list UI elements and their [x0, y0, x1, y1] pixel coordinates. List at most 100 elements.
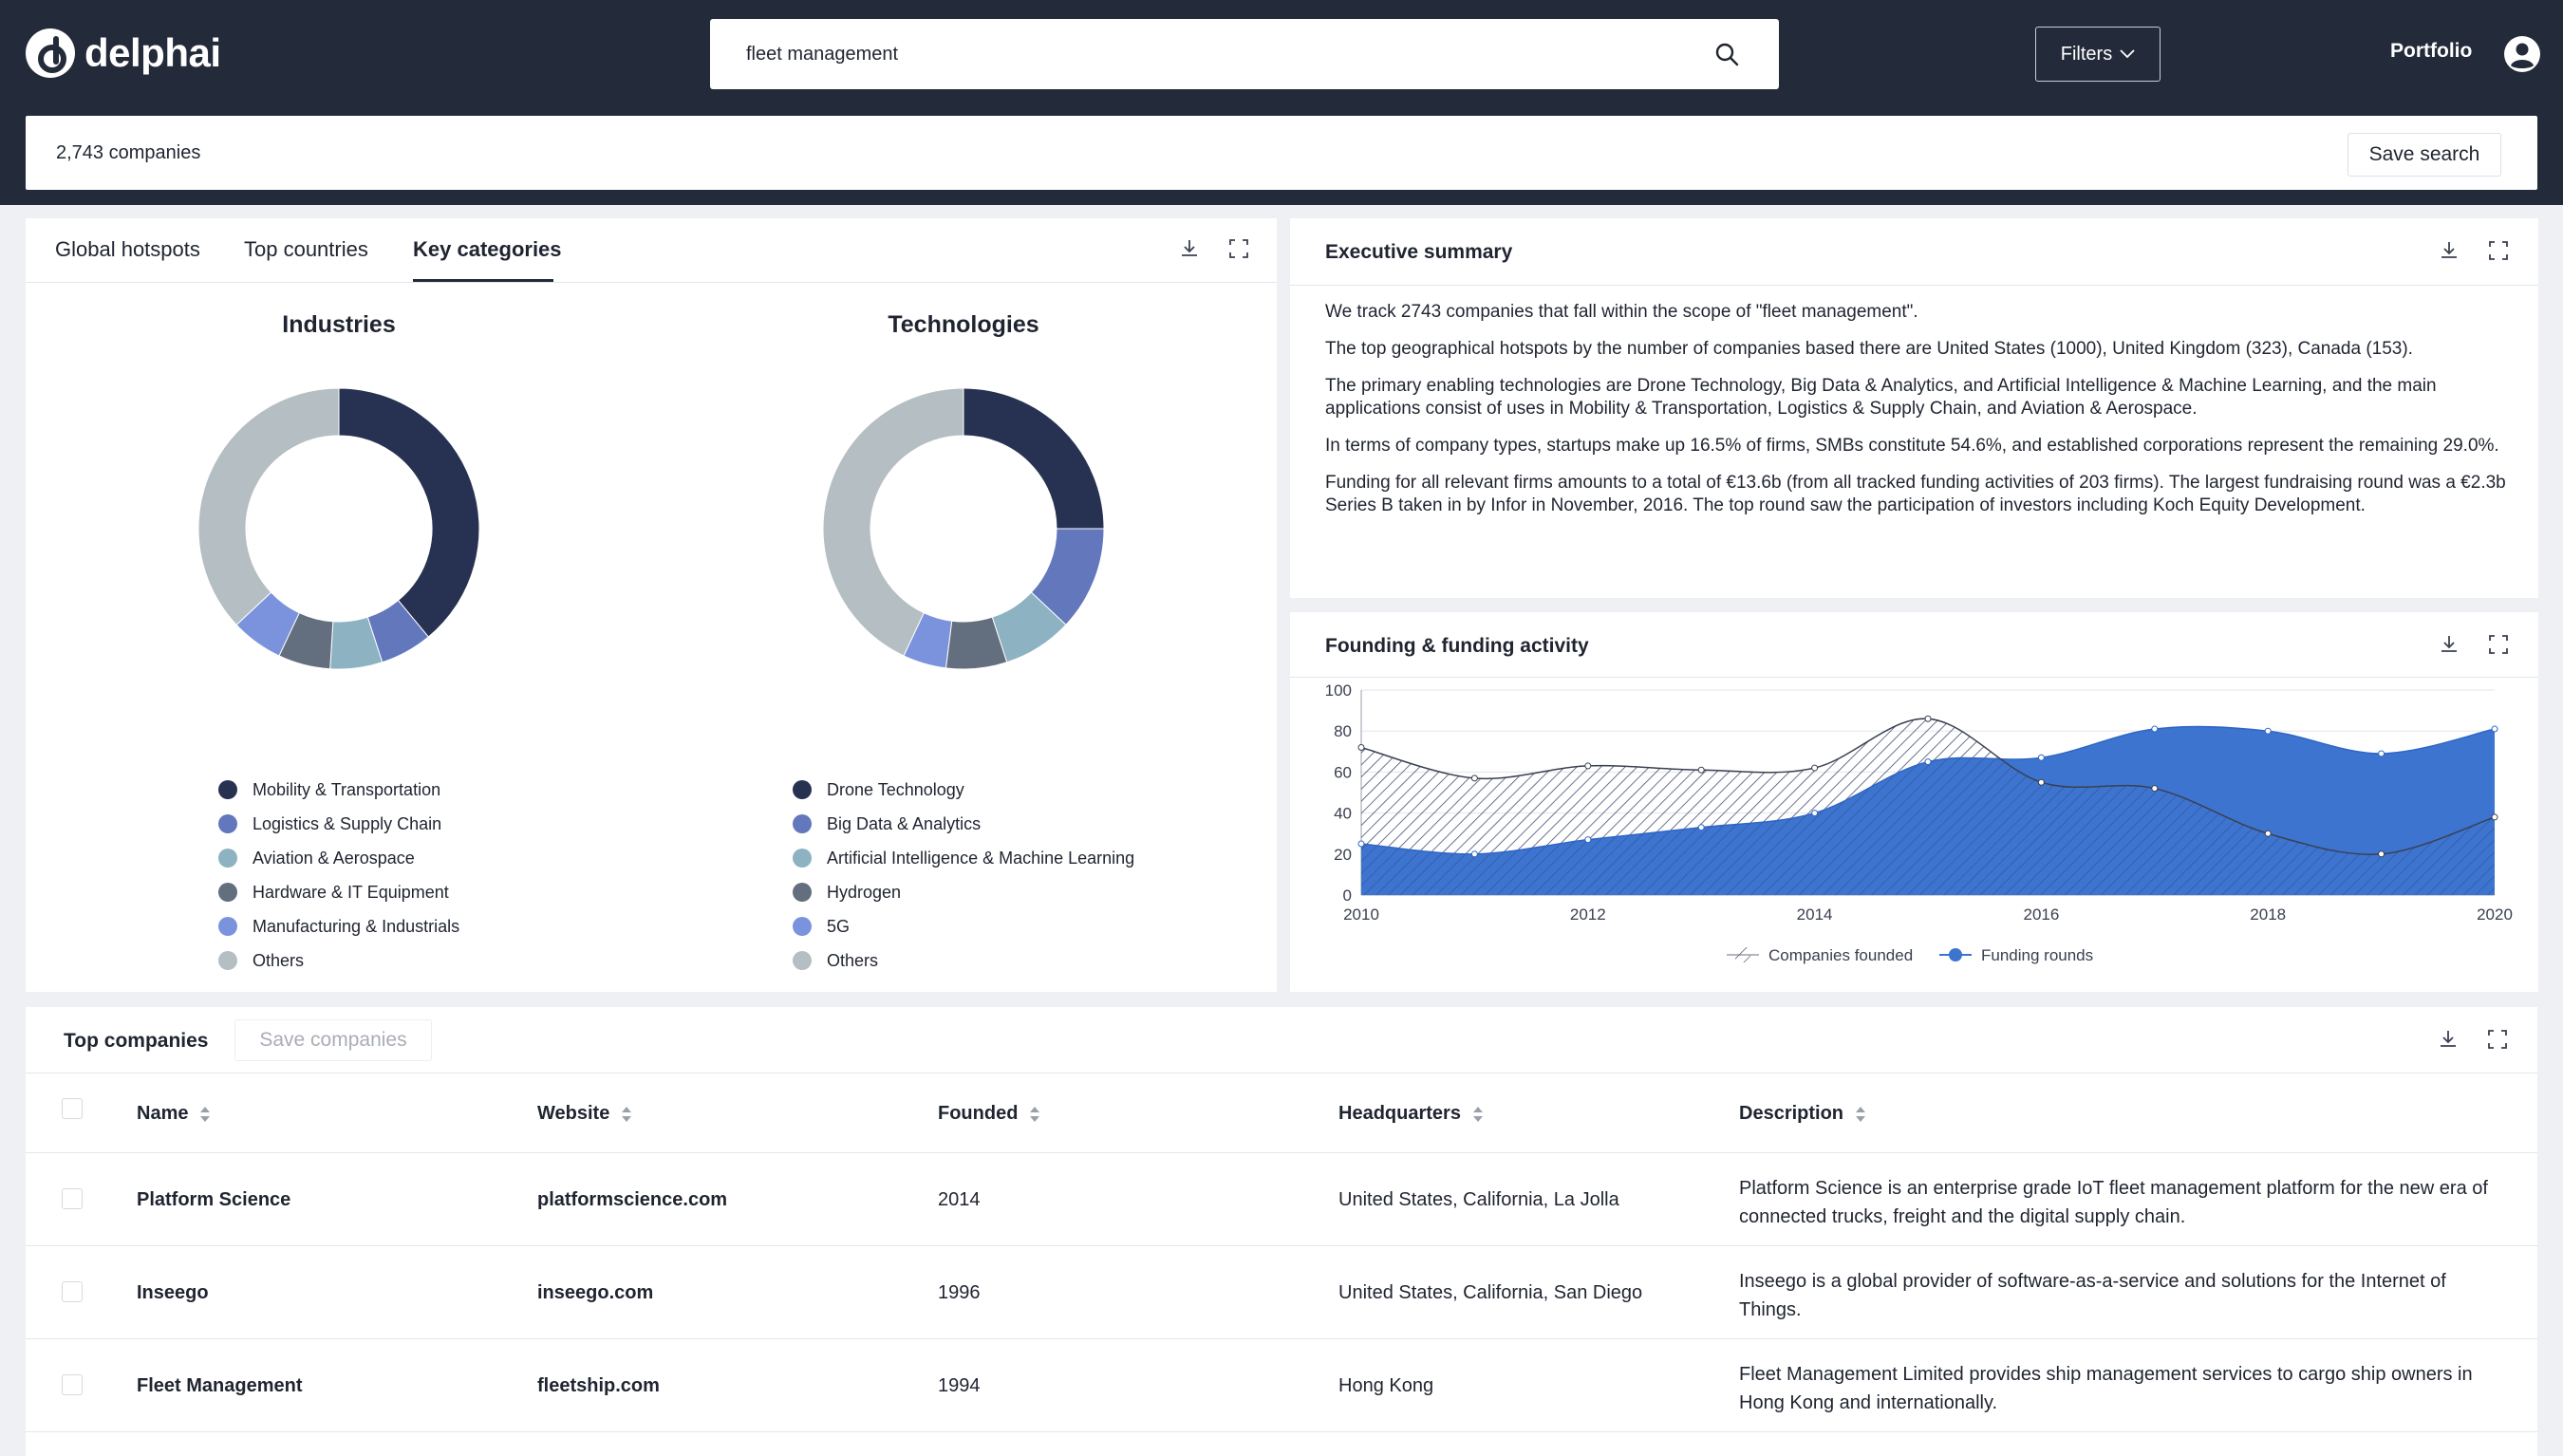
portfolio-link[interactable]: Portfolio [2390, 40, 2473, 62]
sort-icon[interactable] [1472, 1105, 1484, 1124]
y-tick-label: 80 [1334, 722, 1352, 740]
legend-item: Logistics & Supply Chain [218, 807, 459, 841]
data-point-funding[interactable] [1584, 836, 1592, 844]
column-label: Description [1739, 1103, 1844, 1124]
industries-title: Industries [282, 311, 396, 338]
data-point-founded[interactable] [1697, 766, 1705, 774]
data-point-founded[interactable] [1470, 775, 1478, 782]
company-website-link[interactable]: inseego.com [537, 1282, 654, 1303]
legend-item: Others [793, 943, 1134, 978]
filters-button[interactable]: Filters [2035, 27, 2161, 82]
legend-label: Companies founded [1768, 946, 1913, 964]
tab-key-categories[interactable]: Key categories [413, 237, 562, 261]
data-point-founded[interactable] [1584, 762, 1592, 770]
row-checkbox[interactable] [62, 1374, 83, 1395]
company-website-link[interactable]: fleetship.com [537, 1375, 660, 1396]
panel-actions [2438, 239, 2510, 262]
donut-slice[interactable] [338, 387, 480, 638]
data-point-funding[interactable] [2378, 750, 2385, 757]
donut-slice[interactable] [197, 387, 340, 626]
companies-header: Top companies Save companies [26, 1007, 2537, 1073]
row-checkbox[interactable] [62, 1188, 83, 1209]
fullscreen-icon[interactable] [2487, 239, 2510, 262]
sort-icon[interactable] [621, 1105, 632, 1124]
data-point-founded[interactable] [2037, 778, 2045, 786]
table-row[interactable]: Fleet Management fleetship.com 1994 Hong… [26, 1339, 2537, 1432]
sort-icon[interactable] [199, 1105, 211, 1124]
legend-item: Others [218, 943, 459, 978]
column-header-name[interactable]: Name [137, 1103, 211, 1125]
legend-label: Big Data & Analytics [827, 813, 982, 833]
sort-icon[interactable] [1855, 1105, 1866, 1124]
data-point-founded[interactable] [2491, 813, 2498, 821]
summary-paragraph: Funding for all relevant firms amounts t… [1325, 473, 2506, 515]
technologies-donut-chart[interactable] [821, 386, 1106, 671]
sort-icon[interactable] [1029, 1105, 1040, 1124]
legend-label: Manufacturing & Industrials [253, 916, 460, 936]
search-input[interactable] [746, 19, 1600, 89]
legend-item: Mobility & Transportation [218, 773, 459, 807]
table-row[interactable]: Platform Science platformscience.com 201… [26, 1153, 2537, 1246]
data-point-founded[interactable] [2151, 785, 2159, 793]
industries-donut-chart[interactable] [196, 386, 481, 671]
column-header-founded[interactable]: Founded [938, 1103, 1040, 1125]
legend-dot [793, 780, 812, 799]
data-point-funding[interactable] [1470, 850, 1478, 858]
data-point-funding[interactable] [1811, 810, 1819, 817]
column-header-headquarters[interactable]: Headquarters [1338, 1103, 1484, 1125]
data-point-founded[interactable] [1357, 743, 1365, 751]
divider [1290, 677, 2538, 678]
table-row[interactable]: Inseego inseego.com 1996 United States, … [26, 1246, 2537, 1339]
legend-item: Artificial Intelligence & Machine Learni… [793, 841, 1134, 875]
search-icon[interactable] [1714, 42, 1739, 66]
legend-swatch-founded [1735, 947, 1750, 962]
company-name[interactable]: Platform Science [137, 1189, 291, 1210]
fullscreen-icon[interactable] [2487, 633, 2510, 656]
company-name[interactable]: Fleet Management [137, 1375, 303, 1396]
column-header-description[interactable]: Description [1739, 1103, 1866, 1125]
column-label: Website [537, 1103, 610, 1124]
donut-slice[interactable] [822, 387, 964, 657]
save-companies-button[interactable]: Save companies [234, 1019, 432, 1061]
funding-area-chart[interactable]: 0 20 40 60 80 100 2010 2012 2014 2016 2018 2020 Comp… [1290, 679, 2538, 992]
summary-paragraph: The top geographical hotspots by the num… [1325, 339, 2413, 359]
legend-label: Logistics & Supply Chain [253, 813, 442, 833]
company-website-link[interactable]: platformscience.com [537, 1189, 728, 1210]
data-point-founded[interactable] [2378, 850, 2385, 858]
fullscreen-icon[interactable] [1227, 237, 1250, 260]
data-point-founded[interactable] [1924, 715, 1932, 722]
data-point-founded[interactable] [2264, 830, 2272, 837]
download-icon[interactable] [1178, 237, 1201, 260]
data-point-founded[interactable] [1811, 764, 1819, 772]
company-name[interactable]: Inseego [137, 1282, 209, 1303]
data-point-funding[interactable] [1697, 824, 1705, 831]
download-icon[interactable] [2438, 239, 2460, 262]
data-point-funding[interactable] [1924, 758, 1932, 766]
donut-slice[interactable] [963, 387, 1105, 530]
data-point-funding[interactable] [2151, 725, 2159, 733]
legend-dot [793, 814, 812, 833]
company-founded: 1996 [938, 1282, 981, 1303]
results-bar: 2,743 companies Save search [26, 116, 2537, 190]
fullscreen-icon[interactable] [2486, 1028, 2509, 1051]
y-tick-label: 40 [1334, 805, 1352, 823]
data-point-funding[interactable] [2037, 754, 2045, 761]
download-icon[interactable] [2438, 633, 2460, 656]
tab-global-hotspots[interactable]: Global hotspots [55, 237, 200, 261]
panel-actions [2437, 1028, 2509, 1051]
legend-label: Hydrogen [827, 882, 902, 902]
data-point-funding[interactable] [2491, 725, 2498, 733]
data-point-funding[interactable] [2264, 727, 2272, 735]
save-search-button[interactable]: Save search [2348, 133, 2501, 177]
column-header-website[interactable]: Website [537, 1103, 632, 1125]
download-icon[interactable] [2437, 1028, 2460, 1051]
select-all-checkbox[interactable] [62, 1098, 83, 1119]
tab-top-countries[interactable]: Top countries [244, 237, 368, 261]
logo[interactable]: delphai [26, 28, 221, 78]
company-description: Inseego is a global provider of software… [1739, 1271, 2446, 1320]
row-checkbox[interactable] [62, 1281, 83, 1302]
user-avatar-icon[interactable] [2503, 35, 2541, 73]
x-tick-label: 2014 [1797, 905, 1833, 924]
data-point-funding[interactable] [1357, 840, 1365, 848]
legend-label: Others [827, 950, 879, 970]
